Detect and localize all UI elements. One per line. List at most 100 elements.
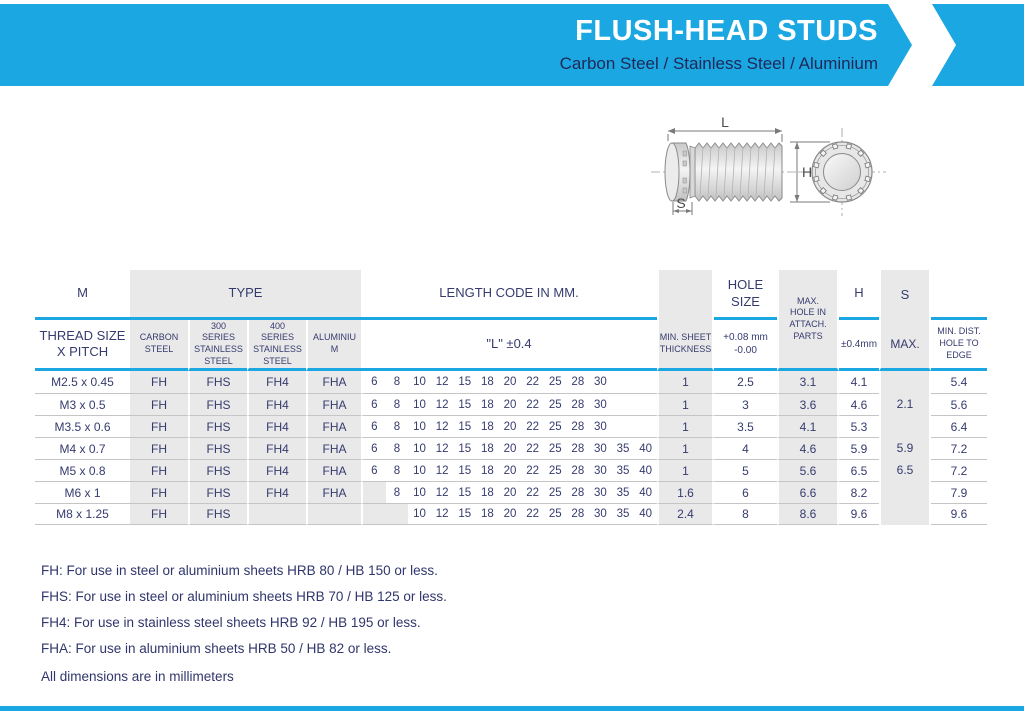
length-code: 20 [503,464,517,477]
min-dist-cell: 6.4 [931,415,987,437]
subheader-hole-tolerance: +0.08 mm -0.00 [714,320,777,371]
length-code: 10 [413,486,426,499]
type-cell: FHS [188,459,247,481]
type-cell: FH [130,503,188,525]
length-code [363,482,386,503]
length-code: 15 [458,508,472,520]
length-code: 18 [480,464,494,477]
s-cell [879,415,931,437]
length-code: 30 [594,376,607,388]
max-hole-cell: 4.1 [777,415,839,437]
type-cell: FH [130,415,188,437]
max-hole-cell: 3.6 [777,393,839,415]
length-code: 8 [393,420,401,433]
type-cell: FHS [188,481,247,503]
length-code: 40 [639,464,653,477]
subheader-min-dist: MIN. DIST. HOLE TO EDGE [931,320,987,371]
min-sheet-cell: 1 [657,459,714,481]
type-cell: FH4 [247,415,306,437]
thread-size-cell: M4 x 0.7 [35,437,130,459]
subheader-s-max: MAX. [879,320,931,371]
length-code: 10 [413,376,426,388]
length-code: 28 [571,486,585,499]
length-code: 10 [413,442,426,455]
h-cell: 5.3 [839,415,879,437]
header-length-code: LENGTH CODE IN MM. [361,270,657,320]
length-code: 12 [435,398,449,411]
min-sheet-cell: 1 [657,437,714,459]
length-dim-label: L [721,114,729,130]
h-cell: 6.5 [839,459,879,481]
length-code: 15 [458,398,472,411]
length-code: 22 [526,376,539,388]
bottom-accent-bar [0,706,1024,711]
shoulder-dim-label: S [676,195,685,211]
length-code: 22 [526,442,539,455]
length-code [385,504,409,524]
subheader-l-tolerance: "L" ±0.4 [361,320,657,371]
length-code: 28 [571,420,585,433]
length-code: 30 [594,508,607,520]
length-code: 35 [616,486,630,499]
stud-side-view: L S [651,114,797,215]
length-codes-cell: 6 8 10 12 15 18 20 22 25 28 30 35 40 [361,459,657,481]
length-code: 22 [526,398,539,411]
min-sheet-cell: 2.4 [657,503,714,525]
header-min-dist-top [931,270,987,320]
length-code: 25 [548,486,562,499]
hole-size-cell: 2.5 [737,375,754,389]
length-code: 6 [371,376,378,388]
type-cell [247,503,306,525]
stud-front-view: H [790,128,886,216]
length-code: 28 [571,376,585,388]
hole-size-cell: 8 [714,503,777,525]
length-code: 15 [458,464,472,477]
length-code: 30 [594,398,607,411]
header-s: S [879,270,931,320]
subheader-carbon-steel: CARBON STEEL [130,320,188,371]
length-code: 18 [480,442,494,455]
min-sheet-cell: 1 [657,371,714,393]
type-cell: FH4 [247,393,306,415]
min-sheet-cell: 1 [657,393,714,415]
s-cell: 6.5 [879,459,931,481]
header-banner: FLUSH-HEAD STUDS Carbon Steel / Stainles… [0,4,1024,86]
length-code: 28 [571,398,585,411]
thread-size-cell: M8 x 1.25 [35,503,130,525]
header-min-sheet-top [657,270,714,320]
hole-size-cell: 3.5 [714,415,777,437]
length-code: 28 [571,442,585,455]
length-code: 12 [435,486,449,499]
length-code: 8 [393,442,401,455]
note-fh: FH: For use in steel or aluminium sheets… [41,563,438,578]
length-code [612,394,635,415]
length-code: 30 [594,486,607,499]
shank-end [823,153,861,191]
length-code: 15 [458,376,472,388]
length-code: 12 [435,420,449,433]
banner-text: FLUSH-HEAD STUDS Carbon Steel / Stainles… [560,13,878,76]
length-code: 22 [526,420,539,433]
length-code: 30 [594,420,607,433]
length-code: 10 [413,464,426,477]
type-cell: FHS [188,393,247,415]
min-dist-cell: 7.2 [931,459,987,481]
length-code: 30 [594,442,607,455]
thread-size-cell: M3 x 0.5 [35,393,130,415]
length-code: 25 [548,464,562,477]
type-cell: FHA [306,481,361,503]
type-cell: FHA [306,415,361,437]
chevron-right-icon [888,4,956,86]
length-code: 12 [435,464,449,477]
s-cell [879,503,931,525]
thread-size-cell: M5 x 0.8 [35,459,130,481]
length-code [612,416,635,437]
length-code: 18 [480,420,494,433]
length-code: 20 [503,442,517,455]
type-cell: FHS [188,415,247,437]
type-cell: FH [130,371,188,393]
min-dist-cell: 5.6 [931,393,987,415]
type-cell [306,503,361,525]
subheader-h-tolerance: ±0.4mm [839,320,879,371]
